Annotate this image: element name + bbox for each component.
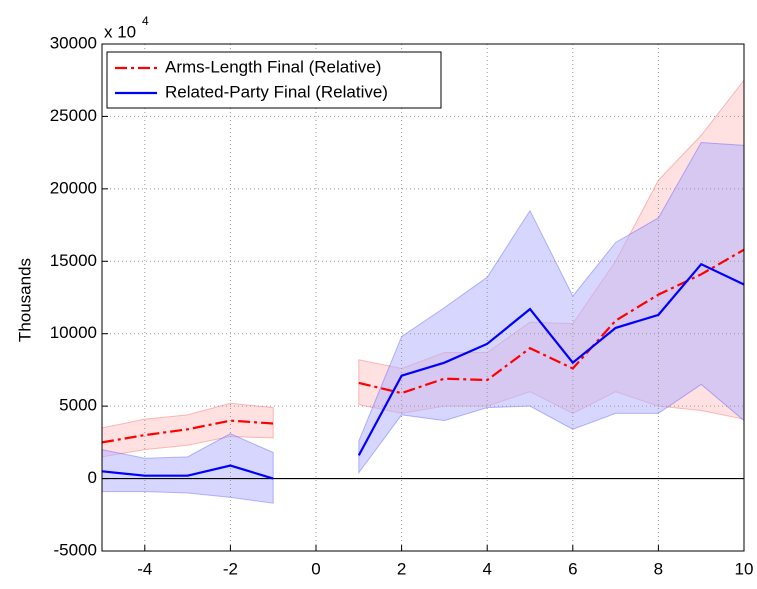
x-tick-label: 8: [654, 559, 663, 578]
x-tick-label: -2: [223, 559, 238, 578]
y-tick-label: 15000: [50, 251, 97, 270]
y-tick-label: 25000: [50, 106, 97, 125]
confidence-band: [101, 141, 745, 504]
y-tick-label: 0: [88, 468, 97, 487]
legend-label: Arms-Length Final (Relative): [165, 57, 381, 76]
legend-box: [106, 51, 442, 109]
x-tick-label: 0: [311, 559, 320, 578]
series-line: [101, 248, 745, 444]
legend-label: Related-Party Final (Relative): [165, 82, 388, 101]
x-tick-label: 6: [568, 559, 577, 578]
y-axis-label: Thousands: [15, 258, 34, 342]
y-tick-label: 20000: [50, 178, 97, 197]
x-tick-label: -4: [137, 559, 152, 578]
plot-frame: [101, 43, 745, 552]
x-tick-label: 4: [482, 559, 491, 578]
x-tick-label: 10: [735, 559, 754, 578]
y-tick-label: -5000: [54, 540, 97, 559]
y-tick-label: 10000: [50, 323, 97, 342]
y-tick-label: 5000: [59, 396, 97, 415]
axis-exponent-power: 4: [142, 14, 149, 28]
axis-exponent: x 10: [104, 22, 136, 41]
series-line: [101, 262, 745, 480]
x-tick-label: 2: [397, 559, 406, 578]
y-tick-label: 30000: [50, 33, 97, 52]
